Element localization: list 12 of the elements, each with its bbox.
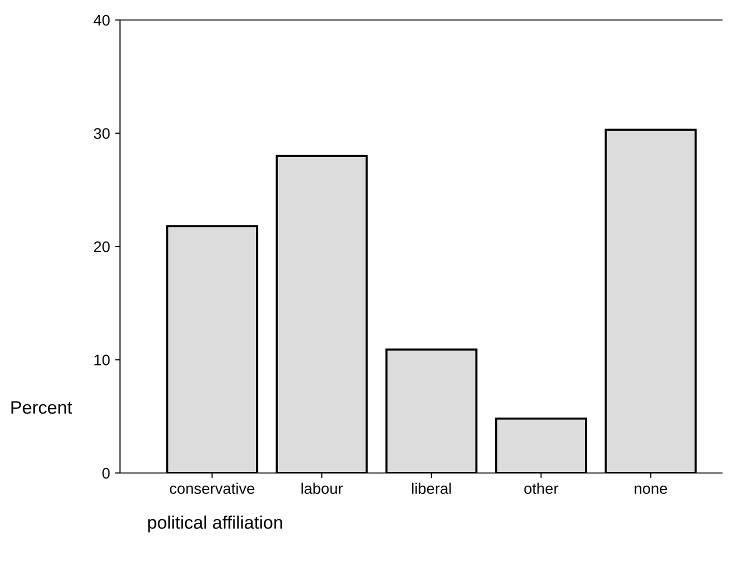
x-tick-label: conservative xyxy=(170,482,254,494)
x-tick-label: liberal xyxy=(412,482,451,494)
x-tick-label: labour xyxy=(302,482,343,494)
y-tick-label: 40 xyxy=(94,14,110,26)
y-axis-title: Percent xyxy=(11,401,72,414)
y-tick-label: 0 xyxy=(102,468,110,479)
y-tick-label: 20 xyxy=(94,241,110,252)
x-tick-label: none xyxy=(634,486,668,494)
x-axis-title: political affiliation xyxy=(148,516,282,532)
x-tick-label: other xyxy=(524,482,558,494)
y-tick-label: 10 xyxy=(94,354,110,366)
y-tick-label: 30 xyxy=(94,128,110,139)
